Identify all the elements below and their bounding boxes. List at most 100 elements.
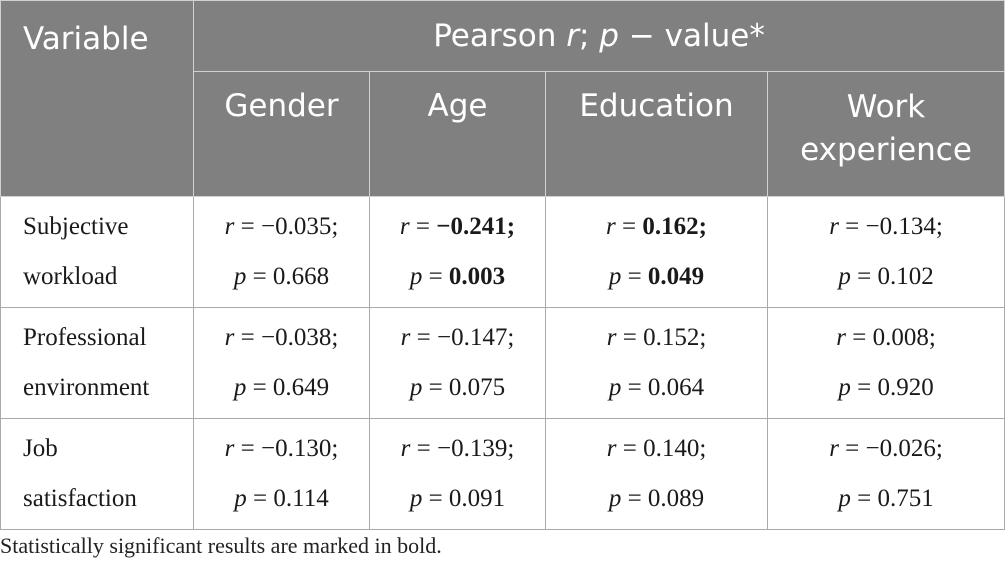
r-symbol: r bbox=[606, 324, 617, 351]
equals-sign: = bbox=[246, 485, 274, 512]
cell-education: r = 0.140; p = 0.089 bbox=[545, 418, 768, 530]
row-label-line1: Professional bbox=[23, 324, 147, 351]
equals-sign: = bbox=[422, 263, 449, 290]
equals-sign: = bbox=[410, 324, 438, 351]
header-row-top: Variable Pearson r; p − value* bbox=[0, 0, 1005, 197]
r-symbol: r bbox=[606, 435, 617, 462]
equals-sign: = bbox=[845, 324, 873, 351]
variable-column-header: Variable bbox=[0, 0, 194, 197]
cell-gender: r = −0.038; p = 0.649 bbox=[193, 307, 370, 419]
equals-sign: = bbox=[422, 485, 449, 512]
cell-work-experience: r = −0.134; p = 0.102 bbox=[766, 196, 1005, 308]
r-symbol: r bbox=[224, 213, 235, 240]
r-symbol: r bbox=[400, 435, 411, 462]
cell-education: r = 0.152; p = 0.064 bbox=[545, 307, 768, 419]
cell-work-experience: r = 0.008; p = 0.920 bbox=[766, 307, 1005, 419]
column-header-education: Education bbox=[545, 71, 768, 197]
equals-sign: = bbox=[246, 263, 273, 290]
equals-sign: = bbox=[850, 263, 878, 290]
p-symbol: p bbox=[409, 374, 423, 401]
equals-sign: = bbox=[616, 435, 644, 462]
equals-sign: = bbox=[410, 435, 438, 462]
r-symbol: r bbox=[829, 213, 839, 240]
cell-age: r = −0.139; p = 0.091 bbox=[369, 418, 546, 530]
table-header: Variable Pearson r; p − value* Gender Ag… bbox=[0, 0, 1005, 197]
equals-sign: = bbox=[234, 435, 262, 462]
row-label-line1: Subjective bbox=[23, 213, 129, 240]
table-body: Subjective workload r = −0.035; p = 0.668 r … bbox=[0, 196, 1005, 530]
equals-sign: = bbox=[850, 485, 878, 512]
r-value: −0.147; bbox=[437, 324, 515, 351]
p-value: 0.049 bbox=[647, 263, 705, 290]
column-header-gender: Gender bbox=[193, 71, 370, 197]
p-symbol: p bbox=[838, 485, 851, 512]
column-header-age: Age bbox=[369, 71, 546, 197]
r-value: −0.035; bbox=[261, 213, 339, 240]
p-value: 0.091 bbox=[448, 485, 506, 512]
r-symbol: r bbox=[829, 435, 839, 462]
column-header-work-experience: Work experience bbox=[766, 71, 1005, 197]
row-label: Professional environment bbox=[0, 307, 194, 419]
r-symbol: r bbox=[224, 435, 235, 462]
p-symbol: p bbox=[233, 374, 247, 401]
r-value: −0.038; bbox=[261, 324, 339, 351]
correlation-table: Variable Pearson r; p − value* Gender Ag… bbox=[0, 0, 1005, 530]
r-value: −0.130; bbox=[261, 435, 339, 462]
p-value: 0.920 bbox=[877, 374, 934, 401]
p-symbol: p bbox=[233, 263, 247, 290]
p-value: 0.102 bbox=[877, 263, 934, 290]
r-symbol: r bbox=[836, 324, 846, 351]
pearson-group-header: Pearson r; p − value* bbox=[192, 0, 1005, 72]
equals-sign: = bbox=[621, 485, 648, 512]
cell-gender: r = −0.130; p = 0.114 bbox=[193, 418, 370, 530]
r-value: −0.139; bbox=[437, 435, 515, 462]
equals-sign: = bbox=[838, 435, 866, 462]
pearson-p-symbol: p bbox=[599, 17, 619, 54]
r-value: 0.152; bbox=[643, 324, 707, 351]
p-value: 0.003 bbox=[448, 263, 506, 290]
row-label-line2: workload bbox=[23, 263, 118, 290]
equals-sign: = bbox=[621, 263, 648, 290]
row-label-line2: satisfaction bbox=[23, 485, 137, 512]
equals-sign: = bbox=[409, 213, 437, 240]
p-value: 0.751 bbox=[877, 485, 934, 512]
equals-sign: = bbox=[246, 374, 273, 401]
r-symbol: r bbox=[399, 213, 410, 240]
table-footnote: Statistically significant results are ma… bbox=[0, 533, 442, 558]
p-symbol: p bbox=[608, 485, 622, 512]
p-value: 0.649 bbox=[272, 374, 330, 401]
p-symbol: p bbox=[838, 374, 851, 401]
cell-work-experience: r = −0.026; p = 0.751 bbox=[766, 418, 1005, 530]
cell-age: r = −0.147; p = 0.075 bbox=[369, 307, 546, 419]
p-symbol: p bbox=[608, 263, 622, 290]
equals-sign: = bbox=[234, 213, 262, 240]
r-value: 0.162; bbox=[642, 213, 707, 240]
p-value: 0.089 bbox=[647, 485, 705, 512]
table-row: Subjective workload r = −0.035; p = 0.668 r … bbox=[0, 196, 1005, 308]
header-row-sub: Gender Age Education Work experience bbox=[1, 71, 1005, 197]
p-value: 0.668 bbox=[272, 263, 330, 290]
p-value: 0.075 bbox=[448, 374, 506, 401]
row-label: Subjective workload bbox=[0, 196, 194, 308]
p-symbol: p bbox=[838, 263, 851, 290]
row-label-line2: environment bbox=[23, 374, 150, 401]
pearson-separator: ; bbox=[578, 17, 600, 54]
cell-education: r = 0.162; p = 0.049 bbox=[545, 196, 768, 308]
r-value: 0.140; bbox=[643, 435, 707, 462]
r-symbol: r bbox=[606, 213, 616, 240]
row-label: Job satisfaction bbox=[0, 418, 194, 530]
r-value: −0.026; bbox=[865, 435, 943, 462]
p-symbol: p bbox=[409, 263, 423, 290]
pearson-suffix: − value* bbox=[618, 17, 765, 54]
p-symbol: p bbox=[608, 374, 622, 401]
equals-sign: = bbox=[616, 324, 644, 351]
equals-sign: = bbox=[621, 374, 648, 401]
table-row: Job satisfaction r = −0.130; p = 0.114 r = −… bbox=[0, 418, 1005, 530]
pearson-r-symbol: r bbox=[566, 17, 579, 54]
p-value: 0.064 bbox=[647, 374, 705, 401]
cell-gender: r = −0.035; p = 0.668 bbox=[193, 196, 370, 308]
r-symbol: r bbox=[400, 324, 411, 351]
equals-sign: = bbox=[850, 374, 878, 401]
r-symbol: r bbox=[224, 324, 235, 351]
equals-sign: = bbox=[838, 213, 866, 240]
